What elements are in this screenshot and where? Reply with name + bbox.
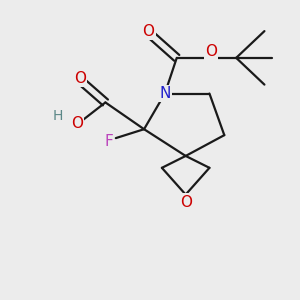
Text: H: H	[53, 109, 63, 123]
Text: O: O	[205, 44, 217, 59]
Text: O: O	[74, 71, 86, 86]
Text: O: O	[71, 116, 83, 131]
Text: F: F	[104, 134, 113, 148]
Text: N: N	[159, 86, 170, 101]
Text: O: O	[180, 194, 192, 209]
Text: O: O	[142, 24, 154, 39]
